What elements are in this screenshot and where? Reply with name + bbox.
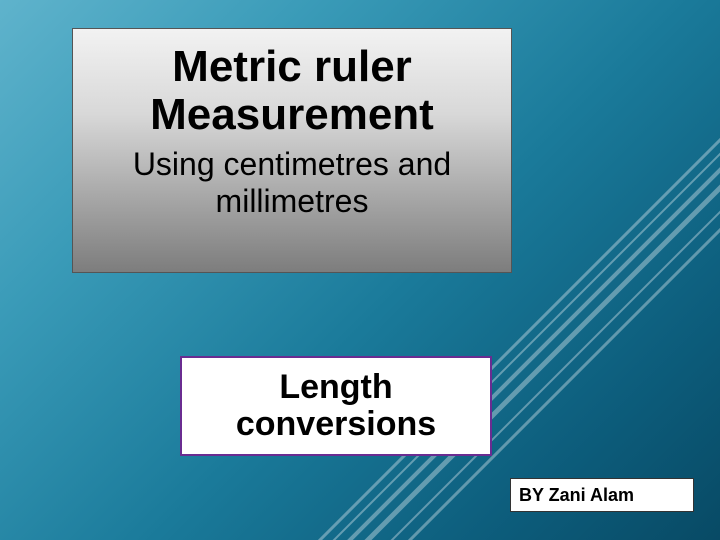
slide-subtitle: Using centimetres and millimetres — [91, 146, 493, 220]
author-text: BY Zani Alam — [519, 485, 634, 506]
title-box: Metric ruler Measurement Using centimetr… — [72, 28, 512, 273]
title-line2: Measurement — [150, 90, 434, 139]
slide-title: Metric ruler Measurement — [91, 43, 493, 140]
conversion-text: Length conversions — [236, 369, 436, 444]
conversion-line2: conversions — [236, 405, 436, 443]
conversion-box: Length conversions — [180, 356, 492, 456]
subtitle-line2: millimetres — [216, 183, 369, 219]
slide-background: Metric ruler Measurement Using centimetr… — [0, 0, 720, 540]
title-line1: Metric ruler — [172, 42, 412, 91]
author-box: BY Zani Alam — [510, 478, 694, 512]
conversion-line1: Length — [279, 368, 392, 406]
subtitle-line1: Using centimetres and — [133, 146, 451, 182]
